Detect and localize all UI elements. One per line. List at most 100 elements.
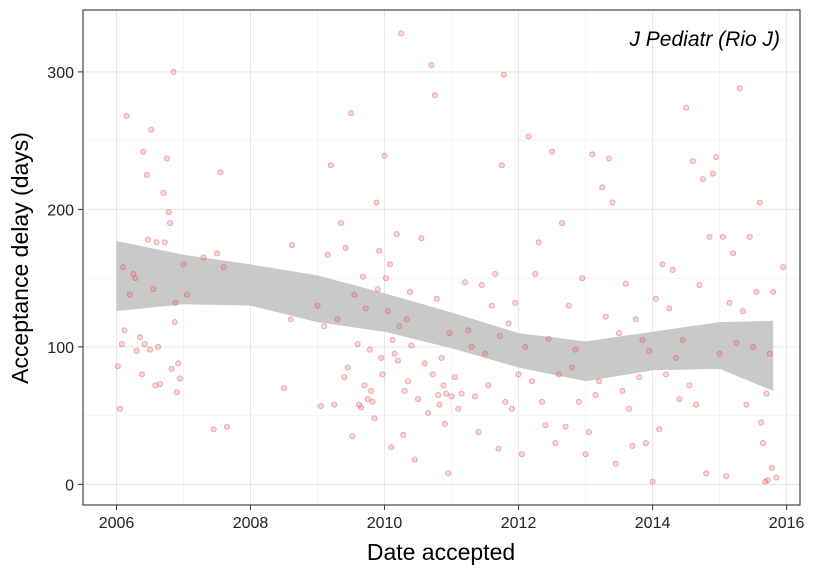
data-point [170, 68, 177, 75]
data-point [391, 350, 398, 357]
data-point [780, 264, 787, 271]
data-point [342, 244, 349, 251]
data-point [629, 442, 636, 449]
data-point [224, 423, 231, 430]
data-point [703, 470, 710, 477]
data-point [173, 389, 180, 396]
data-point [341, 374, 348, 381]
data-point [575, 398, 582, 405]
data-point [579, 275, 586, 282]
data-point [289, 242, 296, 249]
data-point [414, 396, 421, 403]
data-point [686, 382, 693, 389]
data-point [549, 148, 556, 155]
data-point [502, 398, 509, 405]
confidence-band [116, 241, 774, 391]
tick-layer: 2006 2008 2010 2012 2014 2016 0 100 200 300 [47, 65, 804, 532]
data-point [592, 391, 599, 398]
data-point [446, 330, 453, 337]
data-point [374, 286, 381, 293]
data-point [569, 364, 576, 371]
data-point [683, 104, 690, 111]
data-point [321, 323, 328, 330]
data-point [733, 339, 740, 346]
data-point [632, 316, 639, 323]
data-point [171, 319, 178, 326]
data-point [756, 199, 763, 206]
data-point [438, 354, 445, 361]
data-point [360, 273, 367, 280]
data-point [337, 220, 344, 227]
data-point [766, 350, 773, 357]
data-point [167, 220, 174, 227]
data-point [425, 409, 432, 416]
data-point [488, 302, 495, 309]
data-point [455, 405, 462, 412]
data-point [716, 350, 723, 357]
data-point [180, 261, 187, 268]
data-point [689, 158, 696, 165]
data-point [388, 444, 395, 451]
data-point [376, 247, 383, 254]
data-point [599, 184, 606, 191]
data-point [433, 295, 440, 302]
data-point [753, 288, 760, 295]
data-point [770, 288, 777, 295]
data-point [656, 426, 663, 433]
data-point [559, 220, 566, 227]
data-point [443, 390, 450, 397]
data-point [379, 371, 386, 378]
data-point [448, 393, 455, 400]
data-point [344, 364, 351, 371]
data-point [535, 239, 542, 246]
data-point [699, 176, 706, 183]
data-point [393, 231, 400, 238]
x-tick-label: 2006 [99, 515, 135, 532]
data-point [740, 308, 747, 315]
data-point [141, 341, 148, 348]
grid-layer [83, 10, 800, 505]
data-point [183, 291, 190, 298]
data-point [369, 398, 376, 405]
data-point [386, 261, 393, 268]
data-point [401, 387, 408, 394]
data-point [758, 419, 765, 426]
data-point [485, 382, 492, 389]
plot-panel-background [83, 10, 800, 505]
data-point [515, 371, 522, 378]
data-point [168, 365, 175, 372]
data-point [210, 426, 217, 433]
points-layer [114, 30, 787, 485]
data-point [138, 371, 145, 378]
data-point [120, 264, 127, 271]
data-point [706, 233, 713, 240]
data-point [445, 470, 452, 477]
y-tick-label: 300 [47, 65, 74, 82]
data-point [373, 199, 380, 206]
data-point [730, 250, 737, 257]
data-point [366, 346, 373, 353]
data-point [619, 387, 626, 394]
y-tick-label: 0 [65, 477, 74, 494]
data-point [160, 189, 167, 196]
data-point [602, 313, 609, 320]
data-point [696, 281, 703, 288]
data-point [361, 382, 368, 389]
data-point [358, 404, 365, 411]
data-point [114, 363, 121, 370]
data-point [736, 85, 743, 92]
smooth-band-layer [116, 241, 774, 391]
data-point [539, 398, 546, 405]
data-point [589, 151, 596, 158]
data-point [165, 209, 172, 216]
data-point [382, 275, 389, 282]
data-point [596, 378, 603, 385]
data-point [525, 133, 532, 140]
data-point [713, 154, 720, 161]
data-point [492, 270, 499, 277]
data-point [172, 299, 179, 306]
data-point [384, 308, 391, 315]
data-point [693, 401, 700, 408]
